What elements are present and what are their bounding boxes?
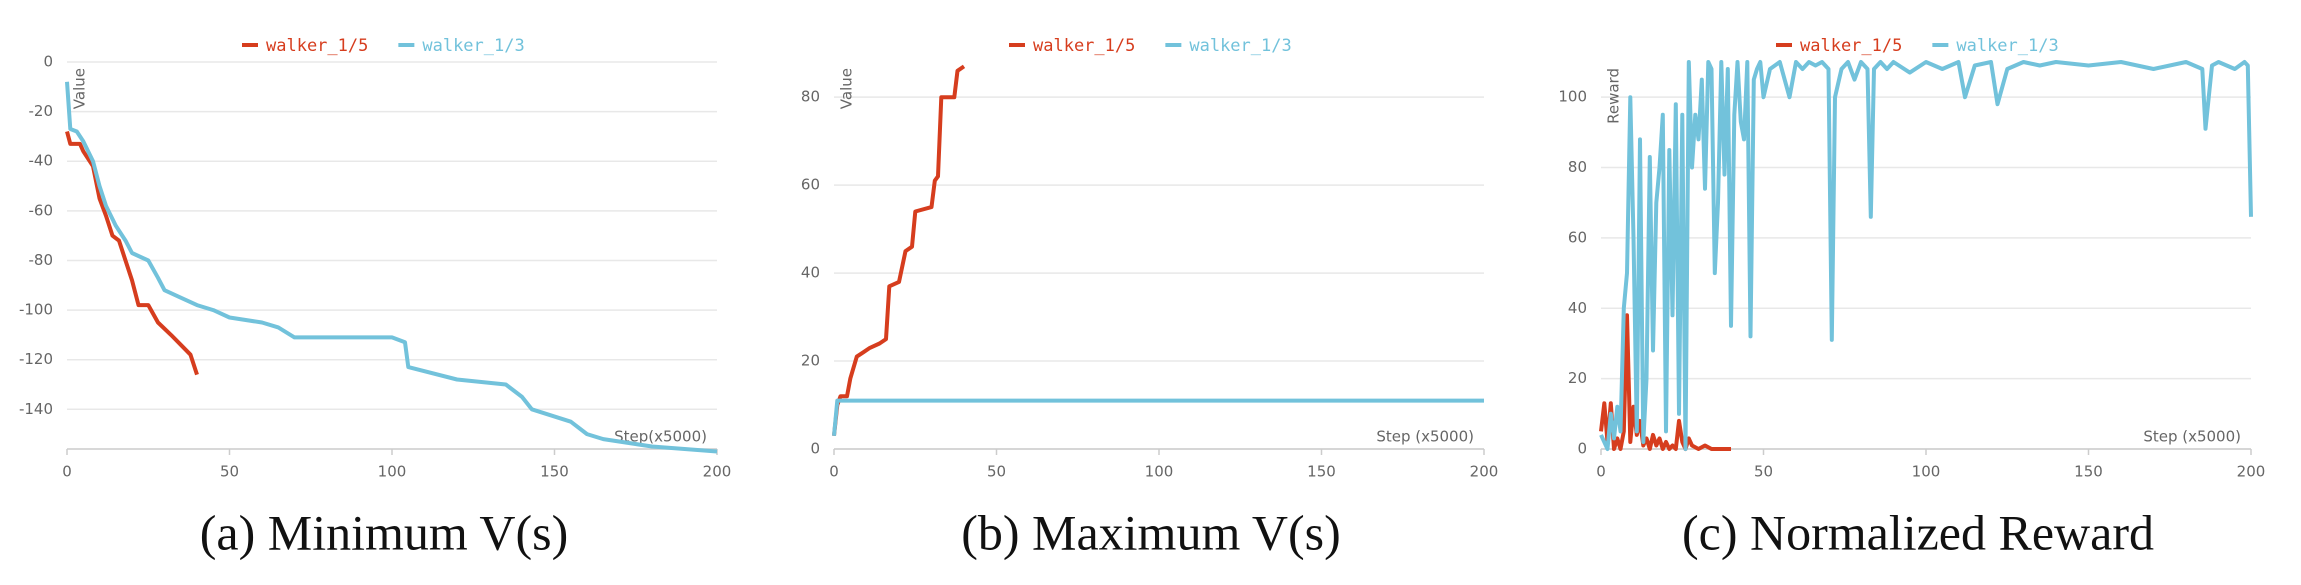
x-tick-label: 100 (1912, 463, 1941, 481)
y-tick-label: 100 (1558, 88, 1587, 106)
y-axis-label: Value (838, 68, 856, 109)
y-tick-label: -20 (29, 102, 54, 120)
x-tick-label: 150 (540, 463, 569, 481)
x-tick-label: 100 (378, 463, 407, 481)
legend-label: walker_1/5 (1033, 36, 1135, 56)
caption: (c) Normalized Reward (1682, 504, 2154, 560)
y-tick-label: -120 (19, 350, 53, 368)
series-line (832, 398, 1484, 436)
y-tick-label: 0 (810, 440, 820, 458)
y-tick-label: -140 (19, 400, 53, 418)
x-tick-label: 200 (1470, 463, 1499, 481)
y-axis-label: Value (71, 68, 89, 109)
legend-label: walker_1/3 (422, 36, 524, 56)
y-tick-label: 0 (43, 53, 53, 71)
caption: (a) Minimum V(s) (200, 504, 568, 560)
y-tick-label: 60 (801, 176, 820, 194)
y-tick-label: 40 (1568, 299, 1587, 317)
y-tick-label: -40 (29, 152, 54, 170)
x-axis-label: Step (x5000) (1376, 428, 1474, 446)
y-tick-label: 40 (801, 264, 820, 282)
caption: (b) Maximum V(s) (961, 504, 1341, 560)
x-tick-label: 150 (2074, 463, 2103, 481)
x-tick-label: 0 (62, 463, 72, 481)
x-tick-label: 0 (829, 463, 839, 481)
x-tick-label: 50 (220, 463, 239, 481)
y-tick-label: 20 (801, 352, 820, 370)
y-tick-label: 80 (801, 88, 820, 106)
y-tick-label: -80 (29, 251, 54, 269)
x-tick-label: 200 (2237, 463, 2266, 481)
x-tick-label: 0 (1596, 463, 1606, 481)
y-axis-label: Reward (1605, 68, 1623, 124)
series-line (1599, 60, 2253, 451)
y-tick-label: 0 (1577, 440, 1587, 458)
legend-label: walker_1/5 (266, 36, 368, 56)
y-tick-label: -60 (29, 201, 54, 219)
series-line (1599, 313, 1731, 451)
x-tick-label: 100 (1145, 463, 1174, 481)
x-axis-label: Step(x5000) (614, 428, 707, 446)
legend-label: walker_1/5 (1800, 36, 1902, 56)
x-tick-label: 200 (703, 463, 732, 481)
x-tick-label: 150 (1307, 463, 1336, 481)
x-tick-label: 50 (1754, 463, 1773, 481)
y-tick-label: 20 (1568, 369, 1587, 387)
y-tick-label: 80 (1568, 158, 1587, 176)
series-line (832, 64, 966, 437)
panel: 0 -20 -40 -60 -80 -100 -120 -140 0 50 100 150 200 Val… (19, 36, 731, 560)
x-axis-label: Step (x5000) (2143, 428, 2241, 446)
legend-label: walker_1/3 (1956, 36, 2058, 56)
panel: 0 20 40 60 80 100 0 50 100 150 200 Reward Step (x500… (1558, 36, 2265, 560)
y-tick-label: 60 (1568, 228, 1587, 246)
series-line (65, 130, 199, 376)
series-line (65, 81, 718, 454)
y-tick-label: -100 (19, 301, 53, 319)
legend-label: walker_1/3 (1189, 36, 1291, 56)
panel: 0 20 40 60 80 0 50 100 150 200 Value Step (x5000) wa… (801, 36, 1498, 560)
x-tick-label: 50 (987, 463, 1006, 481)
